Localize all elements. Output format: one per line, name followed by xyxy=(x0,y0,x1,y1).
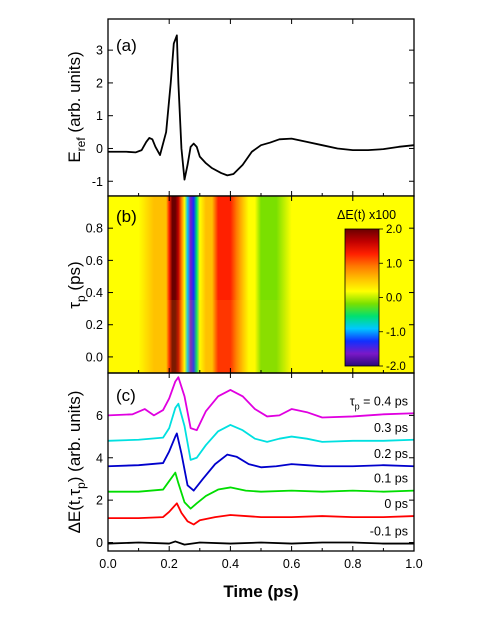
panel-b-ytick-label: 0.0 xyxy=(86,350,103,364)
colorbar-tick-label: 2.0 xyxy=(386,224,402,236)
panel-c-ytick-label: 6 xyxy=(96,409,103,423)
panel-c-ylabel-sub: p xyxy=(74,482,88,489)
x-axis-label: Time (ps) xyxy=(223,582,298,601)
panel-b-label: (b) xyxy=(116,207,137,226)
colorbar-tick-label: 0.0 xyxy=(386,293,402,305)
panel-c-frame xyxy=(107,372,415,552)
series-label-sub: p xyxy=(355,401,360,411)
panel-c-trace xyxy=(108,432,414,492)
panel-a-ytick-label: -1 xyxy=(92,175,103,189)
panel-b-ytick-label: 0.4 xyxy=(86,286,103,300)
panel-c-trace xyxy=(108,502,414,526)
panel-b-ylabel-main: τ xyxy=(65,302,84,309)
panel-b-ticks: 0.0 0.2 0.4 0.6 0.8 xyxy=(86,196,415,373)
panel-a-ylabel-main: E xyxy=(65,151,84,162)
panel-a-ytick-label: 0 xyxy=(96,142,103,156)
colorbar: ΔE(t) x100 2.0 1.0 0.0 -1.0 -2.0 xyxy=(337,208,406,373)
panel-a-trace xyxy=(108,34,414,181)
panel-a-ylabel-sub: ref xyxy=(74,137,88,152)
series-label-main: 0.1 ps xyxy=(374,472,408,486)
panel-a-frame xyxy=(107,18,415,197)
panel-b-ytick-label: 0.2 xyxy=(86,318,103,332)
x-tick-label: 0.0 xyxy=(99,557,116,571)
series-label-main: -0.1 ps xyxy=(370,525,408,539)
panel-c-ytick-label: 0 xyxy=(96,536,103,550)
panel-b-ylabel-sub: p xyxy=(74,295,88,302)
x-tick-label: 0.6 xyxy=(283,557,300,571)
colorbar-tick-label: -1.0 xyxy=(386,327,406,339)
colorbar-tick-label: -2.0 xyxy=(386,361,406,373)
panel-c-ylabel: ΔE(t,τp) (arb. units) xyxy=(65,391,88,534)
series-label-main: 0.2 ps xyxy=(374,447,408,461)
panel-a-ylabel-tail: (arb. units) xyxy=(65,51,84,137)
x-tick-label: 1.0 xyxy=(405,557,422,571)
panel-c-trace xyxy=(108,402,414,461)
panel-a-series xyxy=(108,34,414,181)
series-label: 0.1 ps xyxy=(374,472,408,486)
panel-c: 0.0 0.2 0.4 0.6 0.8 1.0 0 2 4 6 -0.1 ps 0 ps 0.1 ps… xyxy=(65,372,423,601)
panel-c-trace xyxy=(108,471,414,510)
panel-c-series xyxy=(108,376,414,546)
colorbar-title: ΔE(t) x100 xyxy=(337,208,396,222)
panel-b-ylabel: τp (ps) xyxy=(65,261,88,308)
x-tick-label: 0.2 xyxy=(161,557,178,571)
panel-b: 0.0 0.2 0.4 0.6 0.8 (b) τp (ps) ΔE(t) x100 2… xyxy=(65,195,415,374)
panel-c-trace xyxy=(108,376,414,432)
panel-a: -1 0 1 2 3 (a) Eref (arb. units) xyxy=(65,18,415,197)
panel-c-ytick-label: 4 xyxy=(96,451,103,465)
panel-c-trace xyxy=(108,540,414,546)
panel-c-ytick-label: 2 xyxy=(96,494,103,508)
series-label-tail: = 0.4 ps xyxy=(360,394,408,408)
panel-a-ytick-label: 1 xyxy=(96,109,103,123)
panel-b-ytick-label: 0.8 xyxy=(86,222,103,236)
series-label: -0.1 ps xyxy=(370,525,408,539)
panel-a-ylabel: Eref (arb. units) xyxy=(65,51,88,162)
series-label: 0.3 ps xyxy=(374,421,408,435)
panel-a-ticks: -1 0 1 2 3 xyxy=(92,19,415,196)
panel-a-label: (a) xyxy=(116,36,137,55)
series-label: τp = 0.4 ps xyxy=(350,394,408,411)
series-label: 0 ps xyxy=(384,497,408,511)
panel-c-label: (c) xyxy=(116,386,136,405)
panel-a-ytick-label: 3 xyxy=(96,44,103,58)
panel-b-ylabel-tail: (ps) xyxy=(65,261,84,295)
colorbar-tick-label: 1.0 xyxy=(386,258,402,270)
panel-c-series-labels: -0.1 ps 0 ps 0.1 ps 0.2 ps 0.3 ps τp = 0.4 ps xyxy=(350,394,408,538)
series-label-main: τ xyxy=(350,394,355,408)
colorbar-scale xyxy=(344,228,380,367)
panel-c-ticks: 0.0 0.2 0.4 0.6 0.8 1.0 0 2 4 6 xyxy=(96,373,423,571)
panel-a-ytick-label: 2 xyxy=(96,76,103,90)
colorbar-ticks: 2.0 1.0 0.0 -1.0 -2.0 xyxy=(379,224,406,373)
panel-c-ylabel-main: ΔE(t,τ xyxy=(65,489,84,534)
x-tick-label: 0.4 xyxy=(222,557,239,571)
series-label: 0.2 ps xyxy=(374,447,408,461)
series-label-main: 0 ps xyxy=(384,497,408,511)
x-tick-label: 0.8 xyxy=(344,557,361,571)
series-label-main: 0.3 ps xyxy=(374,421,408,435)
panel-c-ylabel-tail: ) (arb. units) xyxy=(65,391,84,483)
panel-b-ytick-label: 0.6 xyxy=(86,254,103,268)
